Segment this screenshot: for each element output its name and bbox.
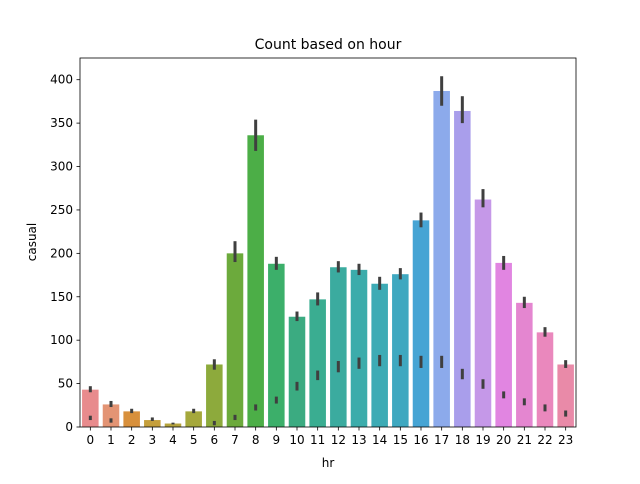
bar-9 xyxy=(268,263,285,427)
x-tick-label-4: 4 xyxy=(169,433,177,447)
bar-0 xyxy=(82,389,99,427)
bar-13 xyxy=(350,269,368,427)
bar-5 xyxy=(185,411,202,427)
x-tick-label-21: 21 xyxy=(517,433,532,447)
x-axis-label: hr xyxy=(322,456,335,470)
x-tick-label-22: 22 xyxy=(537,433,552,447)
y-tick-label-250: 250 xyxy=(50,203,73,217)
bar-23 xyxy=(557,364,574,427)
x-tick-label-19: 19 xyxy=(475,433,490,447)
bar-8 xyxy=(247,135,264,427)
plot-frame xyxy=(79,57,577,428)
x-tick-label-2: 2 xyxy=(128,433,136,447)
x-tick-label-17: 17 xyxy=(434,433,449,447)
y-axis-label: casual xyxy=(25,223,39,262)
x-axis: 0 1 2 3 4 5 6 7 8 9 10 11 12 13 14 15 16 17 18 19 20 21 22 23 xyxy=(87,427,573,447)
x-tick-label-0: 0 xyxy=(87,433,95,447)
x-tick-label-7: 7 xyxy=(231,433,239,447)
bar-3 xyxy=(144,420,161,427)
x-tick-label-23: 23 xyxy=(558,433,573,447)
x-tick-label-5: 5 xyxy=(190,433,198,447)
bar-1 xyxy=(102,404,120,427)
x-tick-label-20: 20 xyxy=(496,433,511,447)
x-tick-label-9: 9 xyxy=(273,433,281,447)
x-tick-label-18: 18 xyxy=(455,433,470,447)
x-tick-label-14: 14 xyxy=(372,433,387,447)
bar-2 xyxy=(123,411,140,427)
x-tick-label-16: 16 xyxy=(413,433,428,447)
bar-21 xyxy=(516,302,533,427)
bar-6 xyxy=(206,364,223,427)
bar-12 xyxy=(330,267,347,427)
y-tick-label-0: 0 xyxy=(65,420,73,434)
x-tick-label-10: 10 xyxy=(289,433,304,447)
x-tick-label-15: 15 xyxy=(393,433,408,447)
bar-18 xyxy=(454,110,471,428)
bar-16 xyxy=(412,220,430,427)
x-tick-label-13: 13 xyxy=(351,433,366,447)
bar-10 xyxy=(288,316,306,427)
y-tick-label-350: 350 xyxy=(50,116,73,130)
bar-4 xyxy=(164,423,182,427)
error-bars-group xyxy=(88,76,568,425)
chart-title: Count based on hour xyxy=(255,37,402,53)
y-tick-label-50: 50 xyxy=(58,377,73,391)
x-tick-label-3: 3 xyxy=(149,433,157,447)
x-tick-label-6: 6 xyxy=(211,433,219,447)
bar-7 xyxy=(226,253,244,427)
y-tick-label-400: 400 xyxy=(50,73,73,87)
y-axis: 0 50 100 150 200 250 300 350 400 xyxy=(50,73,80,434)
x-tick-label-1: 1 xyxy=(107,433,115,447)
y-tick-label-100: 100 xyxy=(50,333,73,347)
x-tick-label-11: 11 xyxy=(310,433,325,447)
bar-11 xyxy=(309,299,326,427)
x-tick-label-8: 8 xyxy=(252,433,260,447)
y-tick-label-150: 150 xyxy=(50,290,73,304)
bar-15 xyxy=(392,274,409,427)
bars-group xyxy=(82,90,574,428)
y-tick-label-200: 200 xyxy=(50,246,73,260)
bar-20 xyxy=(495,262,512,427)
x-tick-label-12: 12 xyxy=(331,433,346,447)
y-tick-label-300: 300 xyxy=(50,160,73,174)
inner-marks-group xyxy=(88,354,568,426)
bar-22 xyxy=(536,332,554,427)
bar-19 xyxy=(474,199,492,427)
bar-17 xyxy=(433,90,450,427)
